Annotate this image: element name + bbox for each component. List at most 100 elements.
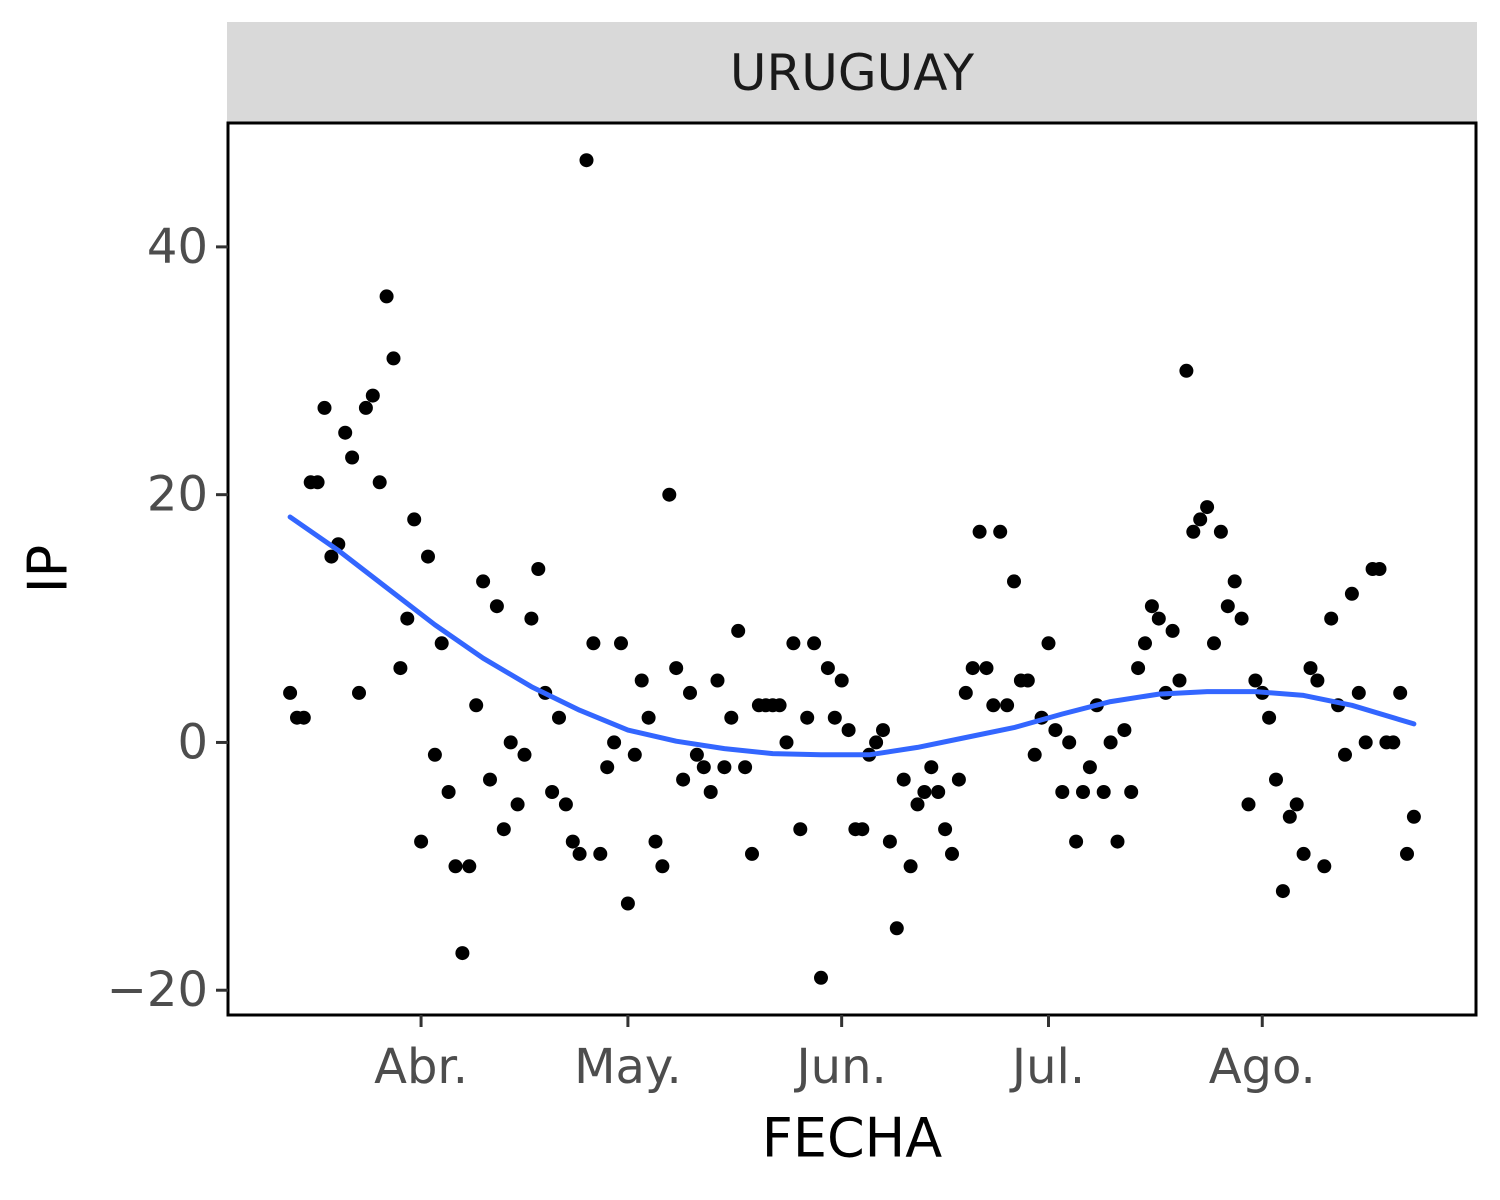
data-point: [938, 822, 953, 837]
data-point: [979, 661, 994, 676]
data-point: [710, 673, 725, 688]
data-point: [917, 785, 932, 799]
data-point: [593, 846, 608, 861]
data-point: [717, 760, 732, 775]
facet-strip: URUGUAY: [227, 22, 1477, 122]
y-tick-label: 40: [147, 219, 208, 275]
trend-line-layer: [287, 514, 1417, 758]
data-point: [869, 735, 884, 750]
data-point: [365, 388, 380, 403]
data-point: [434, 636, 449, 651]
data-point: [372, 475, 387, 490]
data-point: [1048, 723, 1063, 738]
data-point: [993, 524, 1008, 539]
data-point: [786, 636, 801, 651]
data-point: [558, 797, 573, 812]
facet-strip-label: URUGUAY: [730, 44, 975, 102]
x-tick-label: Jun.: [794, 1039, 887, 1095]
data-point: [1007, 574, 1021, 589]
data-point: [1200, 500, 1215, 515]
data-point: [620, 896, 635, 911]
data-point: [724, 710, 739, 725]
plot-panel: [226, 121, 1478, 1017]
data-point: [1179, 363, 1194, 378]
data-point: [469, 698, 484, 713]
trend-line: [287, 514, 1417, 758]
data-point: [324, 549, 339, 564]
data-point: [1020, 673, 1035, 688]
data-point: [1262, 710, 1277, 725]
data-point: [1324, 611, 1339, 626]
data-point: [579, 153, 594, 168]
data-point: [545, 785, 560, 799]
data-point: [986, 698, 1001, 713]
data-point: [317, 400, 332, 415]
data-point: [1351, 685, 1366, 700]
data-point: [779, 735, 794, 750]
data-point: [1234, 611, 1249, 626]
data-point: [524, 611, 539, 626]
data-point: [414, 834, 429, 849]
data-point: [662, 487, 677, 502]
data-point: [476, 574, 491, 589]
data-point: [296, 710, 311, 725]
data-point: [1055, 785, 1070, 799]
data-point: [1248, 673, 1263, 688]
data-point: [1151, 611, 1166, 626]
data-point: [310, 475, 325, 490]
data-point: [1172, 673, 1187, 688]
data-point: [1062, 735, 1077, 750]
data-point: [1282, 809, 1297, 824]
data-point: [386, 351, 401, 366]
data-point: [807, 636, 822, 651]
x-tick-label: Abr.: [374, 1039, 468, 1095]
data-point: [1386, 735, 1401, 750]
data-point: [1103, 735, 1118, 750]
y-tick-label: 0: [177, 714, 208, 770]
data-point: [903, 859, 918, 874]
data-point: [1393, 685, 1408, 700]
data-point: [496, 822, 511, 837]
data-point: [951, 772, 966, 787]
data-point: [745, 846, 759, 861]
data-point: [1344, 586, 1359, 601]
x-tick-label: Jul.: [1009, 1039, 1085, 1095]
data-point: [338, 425, 353, 440]
data-point: [1317, 859, 1332, 874]
data-point: [855, 822, 870, 837]
data-point: [600, 760, 615, 775]
x-tick-label: May.: [574, 1039, 682, 1095]
data-point: [1275, 884, 1290, 899]
data-point: [731, 623, 746, 638]
data-point: [379, 289, 394, 304]
data-point: [441, 785, 456, 799]
data-point: [1076, 785, 1090, 799]
data-point: [924, 760, 939, 775]
data-point: [1069, 834, 1084, 849]
data-point: [531, 562, 546, 576]
data-point: [827, 710, 842, 725]
data-point: [1082, 760, 1097, 775]
y-axis-title: IP: [17, 545, 80, 594]
data-point: [972, 524, 987, 539]
data-point: [793, 822, 808, 837]
data-point: [945, 846, 959, 861]
data-point: [683, 685, 697, 700]
data-point: [427, 747, 442, 762]
data-point: [283, 685, 298, 700]
data-point: [455, 946, 470, 961]
data-point: [352, 685, 366, 700]
data-point: [1400, 846, 1414, 861]
data-point: [1041, 636, 1056, 651]
x-axis-title: FECHA: [762, 1107, 942, 1170]
data-point: [634, 673, 649, 688]
data-point: [800, 710, 815, 725]
data-point: [1241, 797, 1256, 812]
x-axis: Abr. May. Jun. Jul. Ago.: [374, 1015, 1316, 1095]
data-point: [1193, 512, 1208, 527]
data-point: [614, 636, 628, 651]
data-point: [448, 859, 463, 874]
data-point: [889, 921, 904, 936]
data-point: [1207, 636, 1221, 651]
data-point: [1289, 797, 1304, 812]
